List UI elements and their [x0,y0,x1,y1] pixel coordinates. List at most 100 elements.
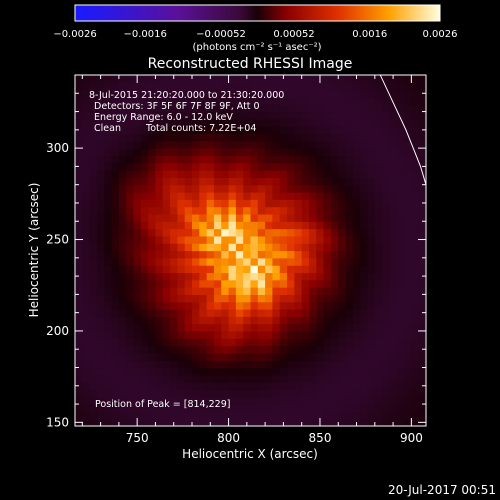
heatmap-cell [192,411,200,420]
heatmap-cell [177,140,186,149]
heatmap-cell [162,323,171,332]
heatmap-cell [221,389,230,398]
heatmap-cell [228,272,237,281]
heatmap-cell [206,250,215,259]
heatmap-cell [257,294,266,303]
heatmap-cell [118,118,127,127]
heatmap-cell [126,345,135,354]
heatmap-cell [389,177,398,186]
heatmap-cell [265,192,274,200]
heatmap-cell [133,118,142,127]
heatmap-cell [111,228,120,237]
heatmap-cell [104,301,113,310]
heatmap-cell [206,206,215,215]
heatmap-cell [221,104,230,113]
heatmap-cell [243,367,252,376]
heatmap-cell [323,155,332,164]
heatmap-cell [257,221,266,230]
heatmap-cell [360,133,369,142]
heatmap-cell [126,367,135,376]
heatmap-cell [155,104,164,113]
heatmap-cell [404,250,412,259]
heatmap-cell [96,148,105,157]
heatmap-cell [235,418,244,426]
heatmap-cell [323,221,332,230]
heatmap-cell [206,352,215,361]
heatmap-cell [104,257,113,266]
heatmap-cell [287,228,295,237]
heatmap-cell [265,89,274,98]
heatmap-cell [250,367,259,376]
heatmap-cell [404,228,412,237]
heatmap-cell [250,213,259,222]
heatmap-cell [279,82,288,91]
heatmap-cell [294,257,303,266]
heatmap-cell [382,287,391,295]
heatmap-cell [206,374,215,383]
heatmap-cell [96,89,105,98]
heatmap-cell [184,404,193,412]
heatmap-cell [250,250,259,259]
heatmap-cell [404,75,412,83]
heatmap-cell [206,111,215,120]
heatmap-cell [228,374,237,383]
heatmap-cell [133,96,142,105]
heatmap-cell [323,250,332,259]
heatmap-cell [330,96,339,105]
heatmap-cell [345,104,354,113]
heatmap-cell [192,221,200,230]
heatmap-cell [206,228,215,237]
heatmap-cell [352,118,361,127]
heatmap-cell [162,367,171,376]
heatmap-cell [148,330,157,339]
heatmap-cell [96,162,105,171]
heatmap-cell [243,104,252,113]
heatmap-cell [96,170,105,178]
heatmap-cell [140,75,149,83]
heatmap-cell [411,367,420,376]
heatmap-cell [272,82,281,91]
heatmap-cell [118,257,127,266]
heatmap-cell [404,192,412,200]
heatmap-cell [330,133,339,142]
heatmap-cell [404,155,412,164]
heatmap-cell [309,418,317,426]
heatmap-cell [287,411,295,420]
heatmap-cell [250,338,259,347]
heatmap-cell [367,206,376,215]
heatmap-cell [192,330,200,339]
heatmap-cell [162,272,171,281]
heatmap-cell [221,206,230,215]
heatmap-cell [89,89,98,98]
heatmap-cell [170,330,178,339]
heatmap-cell [177,404,186,412]
heatmap-cell [272,133,281,142]
heatmap-cell [330,279,339,288]
heatmap-cell [82,323,91,332]
heatmap-cell [75,316,83,325]
heatmap-cell [213,404,222,412]
heatmap-cell [287,367,295,376]
heatmap-cell [155,118,164,127]
heatmap-cell [374,111,383,120]
heatmap-cell [82,133,91,142]
heatmap-cell [265,411,274,420]
heatmap-cell [104,228,113,237]
heatmap-cell [126,257,135,266]
heatmap-cell [330,82,339,91]
heatmap-cell [155,221,164,230]
heatmap-cell [140,418,149,426]
heatmap-cell [404,396,412,405]
heatmap-cell [221,228,230,237]
heatmap-cell [111,418,120,426]
heatmap-cell [133,338,142,347]
heatmap-cell [272,162,281,171]
heatmap-cell [309,257,317,266]
heatmap-cell [184,389,193,398]
colorbar [75,5,440,21]
heatmap-cell [294,213,303,222]
heatmap-cell [367,170,376,178]
heatmap-cell [272,345,281,354]
heatmap-cell [345,301,354,310]
heatmap-cell [389,250,398,259]
